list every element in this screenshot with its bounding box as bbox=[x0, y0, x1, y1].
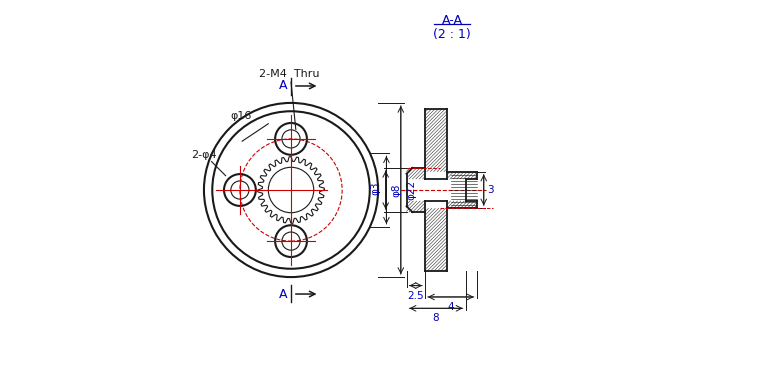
Text: 2-M4  Thru: 2-M4 Thru bbox=[259, 70, 319, 79]
Text: A: A bbox=[278, 79, 287, 92]
Text: 8: 8 bbox=[432, 313, 439, 323]
Text: 4: 4 bbox=[448, 302, 454, 312]
Text: 3: 3 bbox=[487, 185, 494, 195]
Text: φ22: φ22 bbox=[406, 180, 416, 200]
Text: φ3: φ3 bbox=[370, 181, 380, 195]
Text: A-A: A-A bbox=[442, 14, 462, 27]
Text: 2.5: 2.5 bbox=[407, 291, 424, 301]
Text: φ16: φ16 bbox=[230, 111, 252, 121]
Text: 2-φ4: 2-φ4 bbox=[191, 150, 217, 160]
Text: φ8: φ8 bbox=[391, 183, 401, 197]
Text: A: A bbox=[278, 288, 287, 301]
Text: (2 : 1): (2 : 1) bbox=[433, 28, 470, 41]
